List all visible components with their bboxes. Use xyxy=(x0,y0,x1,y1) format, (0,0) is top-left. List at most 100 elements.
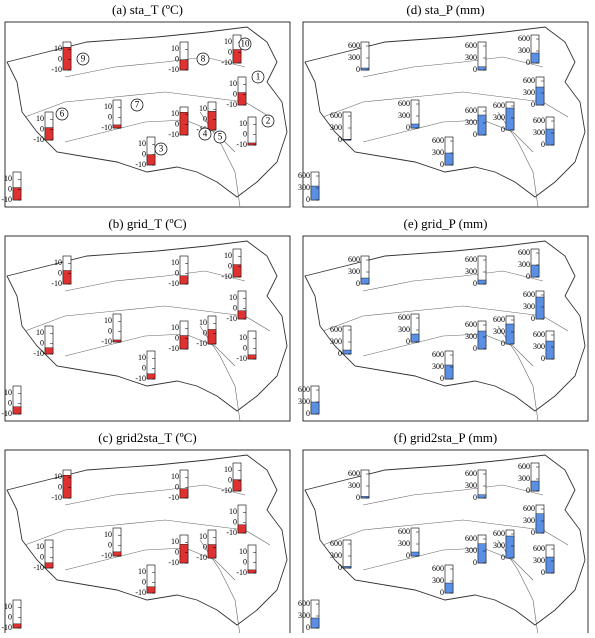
gauge-tick-label: 0 xyxy=(473,130,477,139)
gauge-tick-label: -10 xyxy=(168,493,179,502)
gauge-bar xyxy=(535,86,545,106)
gauge-tick-label: 0 xyxy=(40,124,44,133)
gauge-box xyxy=(112,99,122,129)
gauge-bar xyxy=(237,310,247,320)
gauge-tick-label: 600 xyxy=(432,350,444,359)
gauge-tick-label: 0 xyxy=(108,540,112,549)
gauge-bar xyxy=(179,59,189,71)
gauge-tick-label: 10 xyxy=(199,532,207,541)
panel: (b) grid_T (ºC)100-10100-10100-10100-101… xyxy=(1,216,291,422)
gauge-tick-label: 0 xyxy=(306,409,310,418)
gauge-tick-label: 600 xyxy=(465,255,477,264)
gauge-tick-label: 0 xyxy=(58,54,62,63)
gauge-tick-label: 0 xyxy=(531,100,535,109)
gauge-bar xyxy=(179,488,189,499)
gauge-tick-label: 300 xyxy=(432,362,444,371)
gauge-tick-label: -10 xyxy=(101,337,112,346)
gauge-tick-label: 0 xyxy=(526,272,530,281)
gauge-tick-label: -10 xyxy=(221,58,232,67)
gauge-bar xyxy=(477,330,487,350)
panel: (d) sta_P (mm) 600 300 0 600 300 0 600 300 0 600 30… xyxy=(298,2,589,208)
gauge-tick-label: 300 xyxy=(330,337,342,346)
gauge-tick-label: 600 xyxy=(298,599,310,608)
gauge-tick-label: 0 xyxy=(306,623,310,632)
gauge-tick-label: 0 xyxy=(541,140,545,149)
gauge-tick-label: 600 xyxy=(523,76,535,85)
gauge-bar xyxy=(179,544,189,564)
gauge-bar xyxy=(207,111,217,131)
gauge-tick-label: 600 xyxy=(348,469,360,478)
gauge-tick-label: 0 xyxy=(175,482,179,491)
gauge-tick-label: 600 xyxy=(518,462,530,471)
gauge-tick-label: 0 xyxy=(531,528,535,537)
gauge-bar xyxy=(360,67,370,71)
gauge-tick-label: 600 xyxy=(465,469,477,478)
gauge-tick-label: 300 xyxy=(465,332,477,341)
gauge-tick-label: 0 xyxy=(541,568,545,577)
gauge-tick-label: 0 xyxy=(526,58,530,67)
gauge-tick-label: 0 xyxy=(526,486,530,495)
basin-lines xyxy=(322,270,569,422)
gauge-bar xyxy=(410,123,420,129)
gauge-tick-label: 10 xyxy=(224,251,232,260)
panel-title: (b) grid_T (ºC) xyxy=(108,216,186,231)
gauge-tick-label: 0 xyxy=(142,577,146,586)
gauge-bar xyxy=(62,270,72,285)
region-outline xyxy=(6,454,288,626)
gauge-tick-label: 0 xyxy=(440,588,444,597)
gauge-bar xyxy=(12,623,22,629)
map-frame xyxy=(4,235,291,422)
map-frame xyxy=(302,21,589,208)
gauge-tick-label: 10 xyxy=(229,293,237,302)
gauge-bar xyxy=(535,513,545,534)
gauge-bar xyxy=(545,340,555,360)
gauge-tick-label: 300 xyxy=(298,183,310,192)
gauge-tick-label: 600 xyxy=(493,529,505,538)
gauge-tick-label: 10 xyxy=(171,472,179,481)
gauge-bar xyxy=(247,142,257,146)
gauge-tick-label: 10 xyxy=(199,104,207,113)
gauge-bar xyxy=(237,92,247,106)
gauge-tick-label: 10 xyxy=(36,328,44,337)
gauge-tick-label: 10 xyxy=(138,139,146,148)
gauge-bar xyxy=(477,66,487,71)
gauge-bar xyxy=(207,329,217,345)
gauge-bar xyxy=(530,52,540,64)
gauge-bar xyxy=(342,138,352,141)
gauge-bar xyxy=(232,479,242,492)
gauge-tick-label: 10 xyxy=(36,542,44,551)
gauge-bar xyxy=(44,562,54,569)
gauge-tick-label: 0 xyxy=(473,558,477,567)
gauge-tick-label: 0 xyxy=(233,303,237,312)
gauge-bar xyxy=(545,128,555,146)
gauge-tick-label: -10 xyxy=(168,558,179,567)
gauge-tick-label: 600 xyxy=(523,504,535,513)
gauge-tick-label: 0 xyxy=(473,493,477,502)
region-outline xyxy=(6,26,288,198)
gauge-bar xyxy=(545,556,555,574)
gauge-bar xyxy=(247,354,257,360)
gauge-bar xyxy=(179,335,189,350)
gauge-tick-label: 10 xyxy=(199,318,207,327)
gauge-tick-label: 300 xyxy=(533,128,545,137)
gauge-tick-label: 300 xyxy=(432,148,444,157)
gauge-bar xyxy=(12,187,22,201)
gauge-tick-label: 0 xyxy=(58,482,62,491)
panel: (e) grid_P (mm) 600 300 0 600 300 0 600 300 0 600 3… xyxy=(298,216,589,422)
station-label: 10 xyxy=(241,39,251,49)
gauge-tick-label: 0 xyxy=(356,493,360,502)
gauge-tick-label: 10 xyxy=(36,114,44,123)
gauge-tick-label: 300 xyxy=(298,397,310,406)
gauge-tick-label: 10 xyxy=(54,472,62,481)
gauge-tick-label: 10 xyxy=(138,353,146,362)
gauge-tick-label: -10 xyxy=(226,314,237,323)
gauge-tick-label: 0 xyxy=(473,344,477,353)
gauge-tick-label: 10 xyxy=(54,258,62,267)
panel-title: (c) grid2sta_T (ºC) xyxy=(98,430,196,445)
gauge-tick-label: 300 xyxy=(518,46,530,55)
gauge-tick-label: 300 xyxy=(523,302,535,311)
gauge-tick-label: 0 xyxy=(541,354,545,363)
gauge-bar xyxy=(477,279,487,285)
gauge-box xyxy=(247,544,257,574)
